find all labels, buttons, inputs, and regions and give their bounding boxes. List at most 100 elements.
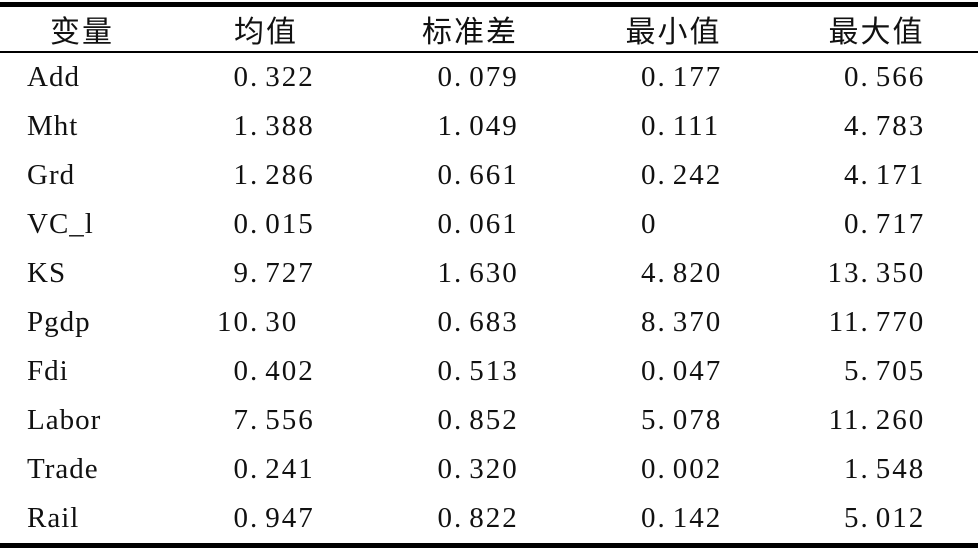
value-cell: 0. 402 xyxy=(164,347,368,396)
value-cell: 0. 111 xyxy=(572,102,775,151)
table-row: Add 0. 322 0. 079 0. 177 0. 566 xyxy=(0,52,978,102)
numeric-value: 5. 705 xyxy=(844,355,926,387)
value-cell: 0. 683 xyxy=(368,298,572,347)
value-cell: 0. 047 xyxy=(572,347,775,396)
table-row: Trade 0. 241 0. 320 0. 002 1. 548 xyxy=(0,445,978,494)
variable-name: Rail xyxy=(27,502,80,534)
variable-name: Fdi xyxy=(27,355,69,387)
numeric-value: 0. 002 xyxy=(641,453,723,485)
variable-name: Trade xyxy=(27,453,99,485)
value-cell: 0. 513 xyxy=(368,347,572,396)
numeric-value: 0. 061 xyxy=(437,208,519,240)
value-cell: 0. 320 xyxy=(368,445,572,494)
numeric-value: 0. 241 xyxy=(233,453,315,485)
numeric-value: 0. 513 xyxy=(437,355,519,387)
value-cell: 11. 260 xyxy=(775,396,978,445)
value-cell: 0. 566 xyxy=(775,52,978,102)
value-cell: 0. 061 xyxy=(368,200,572,249)
value-cell: 7. 556 xyxy=(164,396,368,445)
numeric-value: 5. 078 xyxy=(641,404,723,436)
variable-name: Add xyxy=(27,61,80,93)
numeric-value: 0. 852 xyxy=(437,404,519,436)
numeric-value: 1. 388 xyxy=(233,110,315,142)
table-row: Grd 1. 286 0. 661 0. 242 4. 171 xyxy=(0,151,978,200)
numeric-value: 0. 822 xyxy=(437,502,519,534)
numeric-value: 0. 142 xyxy=(641,502,723,534)
value-cell: 0. 177 xyxy=(572,52,775,102)
numeric-value: 0. 177 xyxy=(641,61,723,93)
value-cell: 9. 727 xyxy=(164,249,368,298)
numeric-value: 4. 171 xyxy=(844,159,926,191)
variable-name: Labor xyxy=(27,404,102,436)
header-row: 变量 均值 标准差 最小值 最大值 xyxy=(0,4,978,53)
value-cell: 10. 30 xyxy=(164,298,368,347)
numeric-value: 8. 370 xyxy=(641,306,723,338)
value-cell: 1. 548 xyxy=(775,445,978,494)
table-body: Add 0. 322 0. 079 0. 177 0. 566 Mht 1. 388 1. 049 0. 11… xyxy=(0,52,978,546)
value-cell: 0. 852 xyxy=(368,396,572,445)
numeric-value: 0. 111 xyxy=(641,110,721,142)
variable-name: Mht xyxy=(27,110,79,142)
variable-name: Grd xyxy=(27,159,76,191)
numeric-value: 11. 770 xyxy=(828,306,926,338)
value-cell: 0. 142 xyxy=(572,494,775,546)
value-cell: 0. 015 xyxy=(164,200,368,249)
numeric-value: 0. 402 xyxy=(233,355,315,387)
column-header-min: 最小值 xyxy=(572,4,775,53)
table-row: VC_l 0. 015 0. 061 0 0. 717 xyxy=(0,200,978,249)
value-cell: 0. 079 xyxy=(368,52,572,102)
value-cell: 8. 370 xyxy=(572,298,775,347)
numeric-value: 10. 30 xyxy=(217,306,299,338)
column-header-stddev: 标准差 xyxy=(368,4,572,53)
numeric-value: 1. 049 xyxy=(437,110,519,142)
table-row: Labor 7. 556 0. 852 5. 078 11. 260 xyxy=(0,396,978,445)
value-cell: 0. 322 xyxy=(164,52,368,102)
numeric-value: 0. 242 xyxy=(641,159,723,191)
numeric-value: 0. 717 xyxy=(844,208,926,240)
numeric-value: 11. 260 xyxy=(828,404,926,436)
numeric-value: 0. 047 xyxy=(641,355,723,387)
value-cell: 1. 286 xyxy=(164,151,368,200)
value-cell: 0. 242 xyxy=(572,151,775,200)
variable-name: Pgdp xyxy=(27,306,91,338)
table-row: KS 9. 727 1. 630 4. 820 13. 350 xyxy=(0,249,978,298)
value-cell: 0. 947 xyxy=(164,494,368,546)
numeric-value: 13. 350 xyxy=(827,257,926,289)
value-cell: 11. 770 xyxy=(775,298,978,347)
value-cell: 4. 820 xyxy=(572,249,775,298)
numeric-value: 0. 683 xyxy=(437,306,519,338)
numeric-value: 0. 015 xyxy=(233,208,315,240)
table-row: Rail 0. 947 0. 822 0. 142 5. 012 xyxy=(0,494,978,546)
value-cell: 0. 002 xyxy=(572,445,775,494)
value-cell: 0. 241 xyxy=(164,445,368,494)
value-cell: 0. 661 xyxy=(368,151,572,200)
value-cell: 0. 822 xyxy=(368,494,572,546)
numeric-value: 9. 727 xyxy=(233,257,315,289)
numeric-value: 1. 630 xyxy=(437,257,519,289)
table-row: Fdi 0. 402 0. 513 0. 047 5. 705 xyxy=(0,347,978,396)
numeric-value: 0. 566 xyxy=(844,61,926,93)
value-cell: 4. 783 xyxy=(775,102,978,151)
numeric-value: 0. 661 xyxy=(437,159,519,191)
numeric-value: 0. 320 xyxy=(437,453,519,485)
column-header-variable: 变量 xyxy=(0,4,164,53)
numeric-value: 5. 012 xyxy=(844,502,926,534)
numeric-value: 0. 947 xyxy=(233,502,315,534)
value-cell: 0 xyxy=(572,200,775,249)
column-header-mean: 均值 xyxy=(164,4,368,53)
numeric-value: 4. 783 xyxy=(844,110,926,142)
variable-name: VC_l xyxy=(27,208,94,240)
numeric-value: 0 xyxy=(641,208,658,240)
value-cell: 0. 717 xyxy=(775,200,978,249)
table-row: Pgdp 10. 30 0. 683 8. 370 11. 770 xyxy=(0,298,978,347)
value-cell: 5. 705 xyxy=(775,347,978,396)
table-row: Mht 1. 388 1. 049 0. 111 4. 783 xyxy=(0,102,978,151)
numeric-value: 1. 286 xyxy=(233,159,315,191)
value-cell: 1. 388 xyxy=(164,102,368,151)
numeric-value: 1. 548 xyxy=(844,453,926,485)
value-cell: 13. 350 xyxy=(775,249,978,298)
value-cell: 1. 630 xyxy=(368,249,572,298)
table-header: 变量 均值 标准差 最小值 最大值 xyxy=(0,4,978,53)
